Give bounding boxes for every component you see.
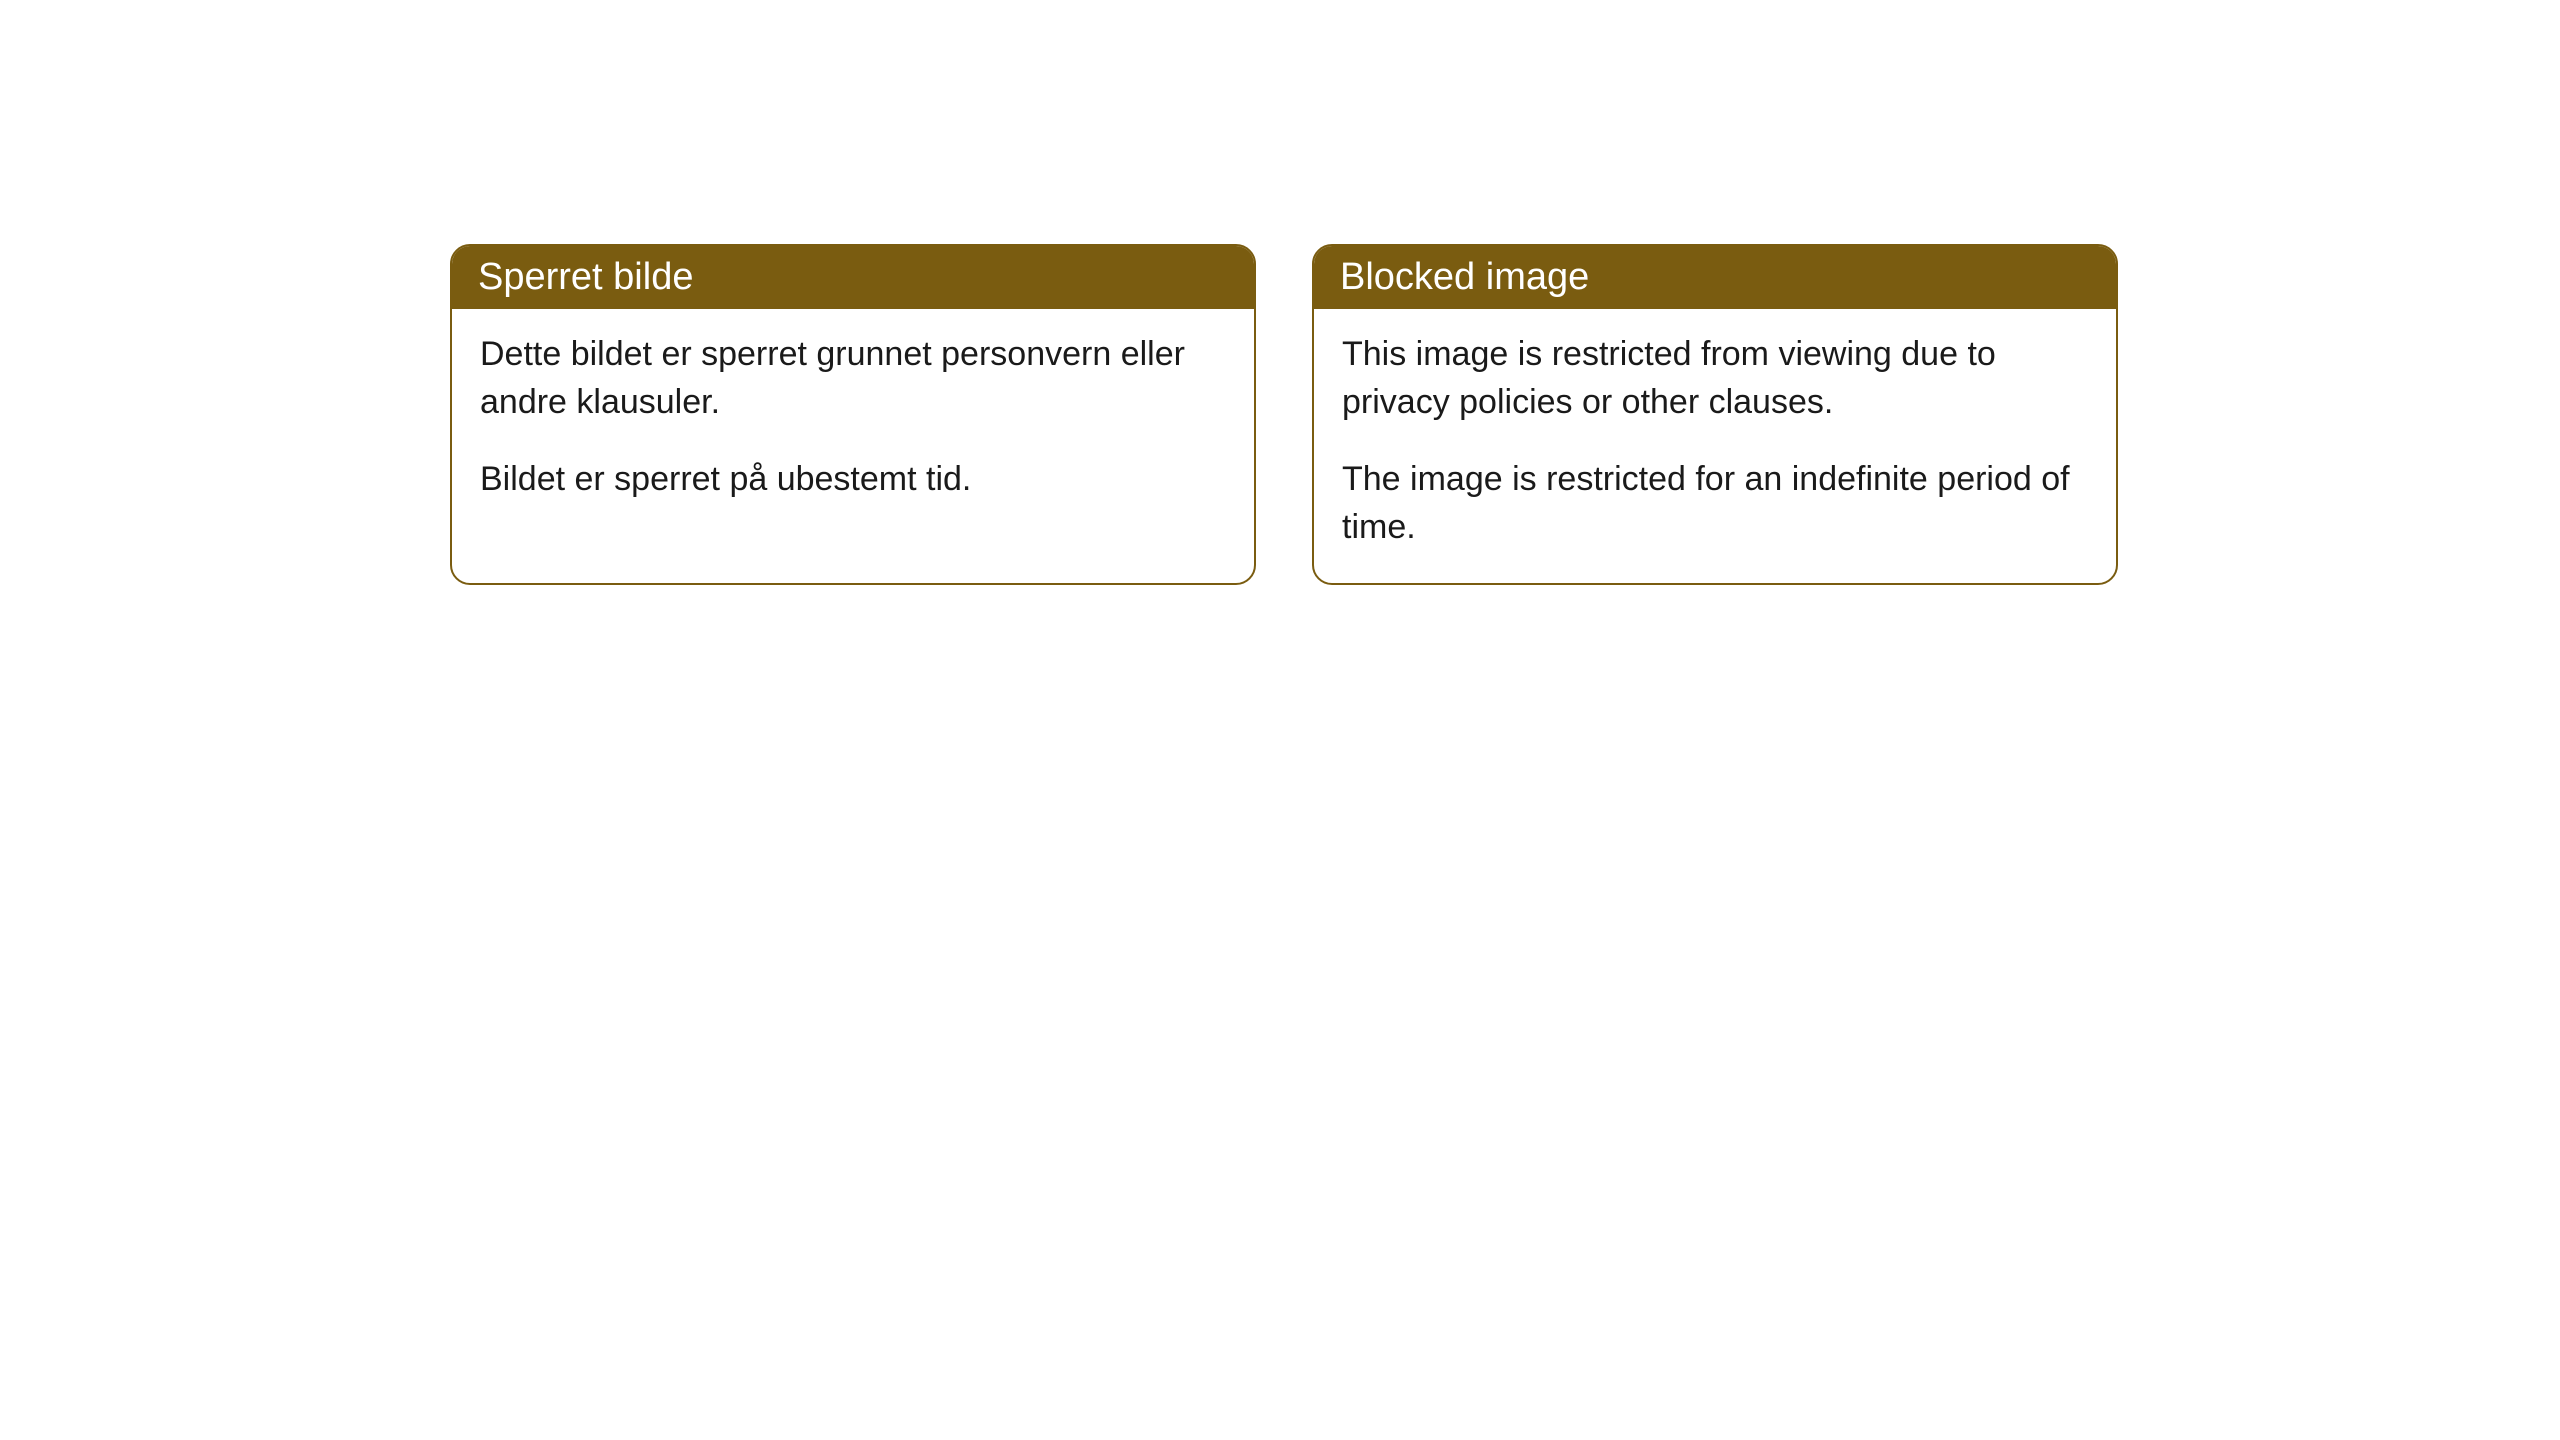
notice-paragraph: The image is restricted for an indefinit…	[1342, 456, 2088, 551]
notice-card-norwegian: Sperret bilde Dette bildet er sperret gr…	[450, 244, 1256, 585]
notice-container: Sperret bilde Dette bildet er sperret gr…	[450, 244, 2118, 585]
notice-body: This image is restricted from viewing du…	[1314, 309, 2116, 583]
notice-paragraph: Dette bildet er sperret grunnet personve…	[480, 331, 1226, 426]
notice-paragraph: Bildet er sperret på ubestemt tid.	[480, 456, 1226, 504]
notice-paragraph: This image is restricted from viewing du…	[1342, 331, 2088, 426]
notice-card-english: Blocked image This image is restricted f…	[1312, 244, 2118, 585]
notice-body: Dette bildet er sperret grunnet personve…	[452, 309, 1254, 536]
notice-title: Sperret bilde	[452, 246, 1254, 309]
notice-title: Blocked image	[1314, 246, 2116, 309]
